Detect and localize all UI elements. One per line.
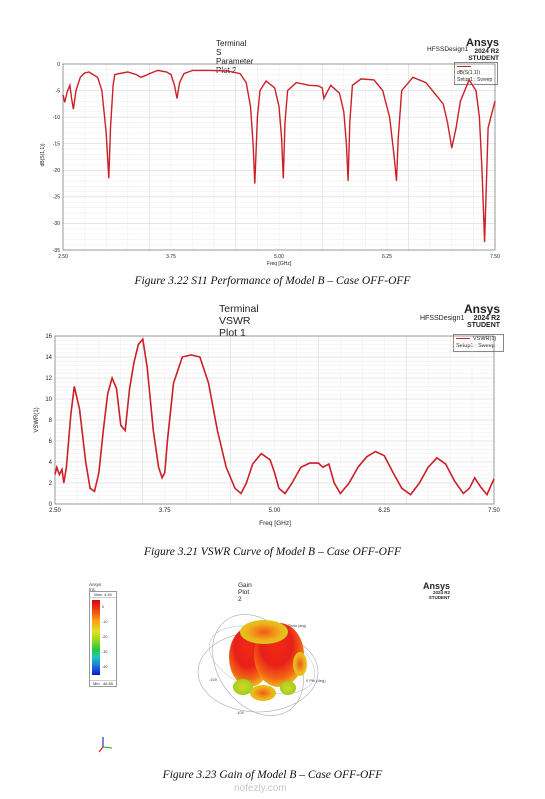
gain-plot-title: Gain Plot 2 [238, 582, 252, 603]
s11-x-axis-label: Freq [GHz] [267, 261, 292, 267]
colorbar-ticks: 0 -10 -20 -30 -40 [102, 600, 108, 675]
gain-ansys-edition: STUDENT [428, 594, 451, 600]
colorbar-tick-0: 0 [102, 605, 105, 609]
s11-legend-swatch [457, 66, 471, 68]
gain-ansys-version: 2024 R2 [433, 590, 451, 595]
s11-ansys-logo: Ansys 2024 R2 STUDENT [466, 38, 499, 62]
vswr-x-tick-label: 6.25 [378, 508, 390, 514]
vswr-y-tick-label: 14 [45, 355, 52, 361]
gain-lobe-far-right [293, 652, 307, 676]
colorbar-gradient [92, 600, 100, 675]
gain-lobe-bottom-left [233, 679, 253, 695]
vswr-ansys-version: 2024 R2 [473, 315, 501, 322]
gain-phi-label: 0 Phi (deg) [306, 678, 326, 683]
vswr-y-tick-label: 8 [49, 418, 53, 424]
gain-ring-tick-left: -100 [209, 677, 218, 682]
colorbar-tick-2: -20 [102, 635, 108, 639]
vswr-plot-frame [54, 335, 495, 505]
s11-ansys-brand: Ansys [466, 37, 500, 49]
vswr-legend: VSWR(1) Setup1 : Sweep [453, 334, 504, 352]
s11-legend-series: dB(S(1,1)) [457, 70, 481, 77]
s11-x-tick-label: 5.00 [274, 254, 284, 260]
colorbar-tick-4: -40 [102, 665, 108, 669]
s11-ansys-edition: STUDENT [468, 54, 500, 62]
gain-colorbar: Max: 4.45 0 -10 -20 -30 -40 Min: -46.85 [89, 591, 117, 687]
vswr-y-tick-label: 10 [45, 397, 52, 403]
vswr-chart-svg: 2.50 3.75 5.00 6.25 7.50 0 2 4 6 8 10 12 14 16 VSWR(1… [34, 334, 500, 527]
vswr-legend-setup: Setup1 : Sweep [456, 342, 495, 349]
s11-y-tick-label: -35 [53, 248, 60, 254]
vswr-ansys-logo: Ansys 2024 R2 STUDENT [464, 303, 500, 329]
vswr-y-tick-label: 6 [49, 439, 53, 445]
s11-y-tick-label: 0 [57, 62, 60, 68]
s11-axes: 2.50 3.75 5.00 6.25 7.50 0 -5 -10 -15 -20 -25 -30 -3… [53, 62, 500, 260]
s11-plot-frame [62, 63, 496, 251]
gain-lobe-bottom-right [280, 681, 296, 695]
s11-chart-svg: 2.50 3.75 5.00 6.25 7.50 0 -5 -10 -15 -20 -25 -30 -3… [40, 62, 500, 267]
s11-y-tick-label: -10 [53, 115, 60, 121]
triad-y-axis [102, 746, 113, 749]
s11-x-tick-label: 7.50 [490, 254, 500, 260]
figure-3-23-caption: Figure 3.23 Gain of Model B – Case OFF-O… [162, 769, 383, 781]
s11-grid [63, 64, 495, 250]
vswr-legend-series: VSWR(1) [473, 336, 497, 342]
gain-ansys-logo: Ansys 2024 R2 STUDENT [423, 582, 450, 600]
s11-series-line [62, 69, 496, 243]
triad-x-axis [98, 746, 104, 753]
gain-ansys-brand: Ansys [423, 581, 451, 591]
colorbar-tick-1: -10 [102, 620, 108, 624]
vswr-x-tick-label: 5.00 [269, 508, 281, 514]
colorbar-min: Min: -46.85 [90, 680, 116, 686]
s11-y-axis-label: dB(S(1,1)) [40, 143, 46, 166]
s11-x-tick-label: 2.50 [58, 254, 68, 260]
vswr-grid [55, 336, 494, 504]
colorbar-header: Ansys Inc. [89, 582, 102, 592]
colorbar-max: Max: 4.45 [90, 592, 116, 598]
vswr-x-tick-label: 7.50 [488, 508, 500, 514]
vswr-legend-swatch [456, 338, 470, 340]
figure-3-22-caption: Figure 3.22 S11 Performance of Model B –… [134, 275, 411, 287]
s11-ansys-version: 2024 R2 [474, 48, 500, 55]
s11-y-tick-label: -25 [53, 195, 60, 201]
s11-legend: dB(S(1,1)) Setup1 : Sweep [454, 62, 498, 85]
vswr-ansys-brand: Ansys [464, 302, 501, 316]
watermark: nofezly.com [234, 783, 287, 794]
s11-y-tick-label: -20 [53, 168, 60, 174]
colorbar-tick-3: -30 [102, 650, 108, 654]
s11-y-tick-label: -5 [56, 88, 61, 94]
s11-x-tick-label: 3.75 [166, 254, 176, 260]
vswr-x-tick-label: 2.50 [49, 508, 61, 514]
vswr-y-tick-label: 16 [45, 334, 52, 340]
vswr-ansys-edition: STUDENT [466, 322, 501, 329]
gain-theta-label: Theta (deg) [288, 624, 306, 628]
gain-lobe-bottom [250, 685, 276, 701]
vswr-y-tick-label: 4 [49, 460, 53, 466]
gain-ring-tick-bottom: -100 [236, 710, 245, 715]
vswr-design-name: HFSSDesign1 [420, 315, 465, 322]
vswr-series-line [54, 337, 495, 497]
vswr-x-tick-label: 3.75 [159, 508, 171, 514]
s11-y-tick-label: -30 [53, 221, 60, 227]
vswr-x-axis-label: Freq [GHz] [259, 520, 291, 527]
gain-lobe-top [240, 620, 288, 644]
vswr-y-axis-label: VSWR(1) [34, 407, 40, 432]
vswr-axes: 2.50 3.75 5.00 6.25 7.50 0 2 4 6 8 10 12 14 16 [45, 334, 500, 514]
s11-y-tick-label: -15 [53, 142, 60, 148]
s11-legend-setup: Setup1 : Sweep [457, 76, 493, 83]
s11-x-tick-label: 6.25 [382, 254, 392, 260]
s11-design-name: HFSSDesign1 [427, 46, 469, 53]
vswr-y-tick-label: 2 [49, 481, 53, 487]
figure-3-21-caption: Figure 3.21 VSWR Curve of Model B – Case… [144, 546, 401, 558]
vswr-y-tick-label: 0 [49, 502, 53, 508]
vswr-y-tick-label: 12 [45, 376, 52, 382]
